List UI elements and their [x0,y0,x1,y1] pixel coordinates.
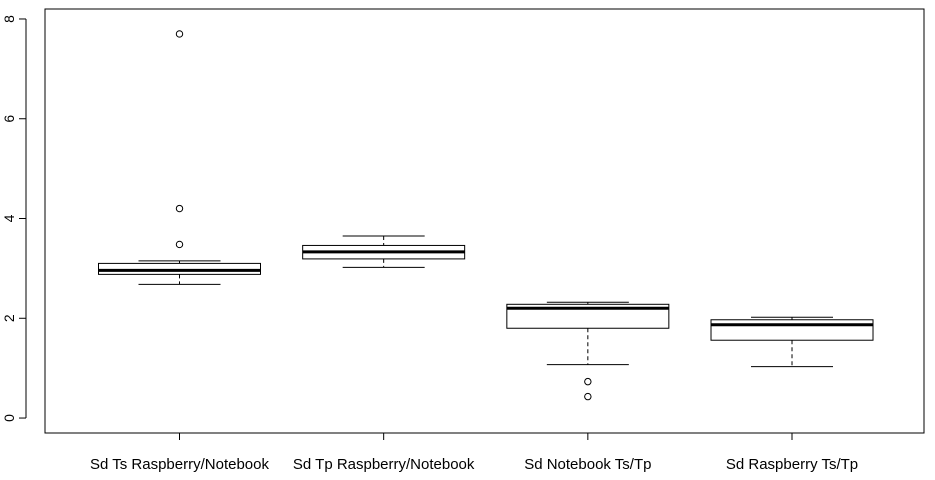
iqr-box [710,319,874,341]
x-category-label: Sd Ts Raspberry/Notebook [90,456,269,473]
x-category-label: Sd Raspberry Ts/Tp [726,456,858,473]
box-group [506,301,670,401]
x-category-label: Sd Notebook Ts/Tp [524,456,651,473]
y-tick-label: 4 [1,214,17,222]
plot-frame [44,8,925,434]
box-group [710,316,874,368]
y-tick-label: 2 [1,314,17,322]
box-group [98,30,261,285]
y-tick-label: 8 [1,15,17,23]
outlier-point [584,392,592,401]
outlier-point [175,204,184,213]
y-axis: 0 2 4 6 8 [1,15,27,422]
outlier-point [175,30,184,38]
y-tick-label: 6 [1,115,17,123]
iqr-box [506,303,670,329]
y-tick-label: 0 [1,414,17,422]
outlier-point [175,240,184,249]
box-group [302,235,466,268]
x-axis: Sd Ts Raspberry/Notebook Sd Tp Raspberry/… [90,432,858,473]
x-category-label: Sd Tp Raspberry/Notebook [293,456,475,473]
boxes [98,30,874,401]
outlier-point [584,377,592,386]
